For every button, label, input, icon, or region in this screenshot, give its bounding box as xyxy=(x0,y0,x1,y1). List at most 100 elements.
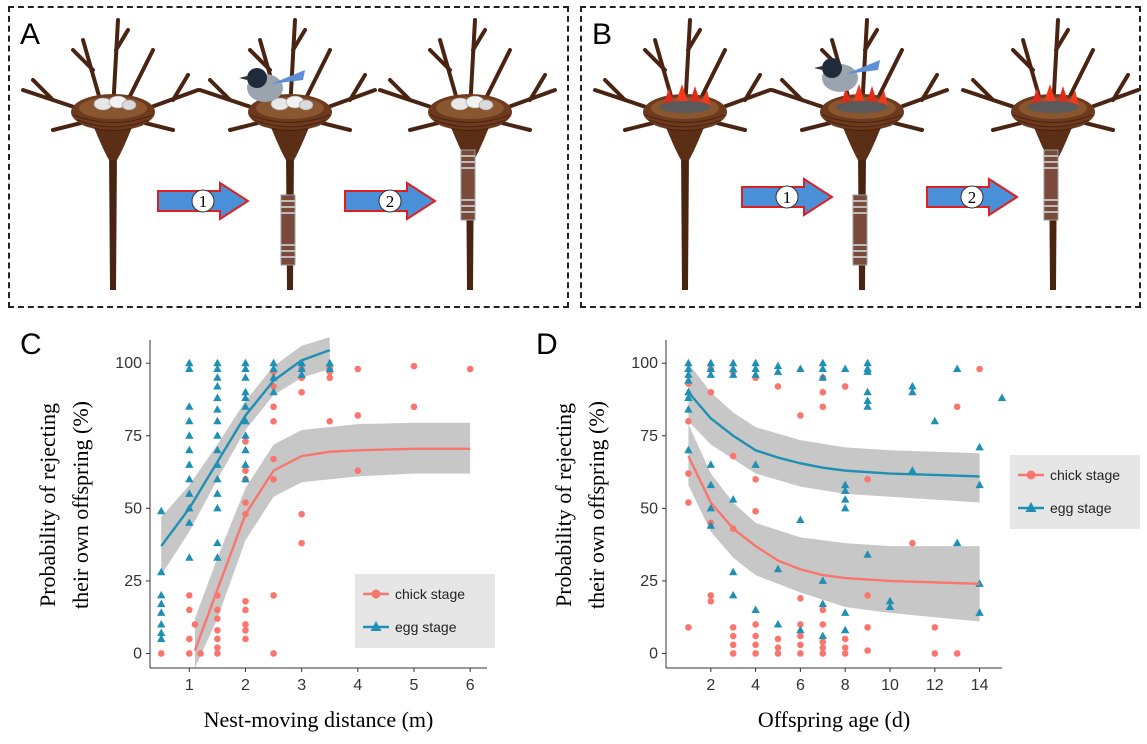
data-point xyxy=(797,412,804,419)
data-point xyxy=(270,650,277,657)
data-point xyxy=(214,650,221,657)
legend-marker xyxy=(370,621,382,631)
y-axis-label: Probability of rejecting xyxy=(551,403,576,607)
data-point xyxy=(213,538,222,547)
data-point xyxy=(818,358,827,367)
data-point xyxy=(157,590,166,599)
data-point xyxy=(298,510,305,518)
data-point xyxy=(953,364,962,373)
data-point xyxy=(818,576,827,584)
x-tick-label: 4 xyxy=(751,677,760,694)
step-2-label-b: 2 xyxy=(968,188,977,207)
data-point xyxy=(930,416,939,425)
data-point xyxy=(241,402,250,410)
data-point xyxy=(185,416,194,425)
data-point xyxy=(796,515,805,523)
data-point xyxy=(729,567,738,576)
data-point xyxy=(326,374,334,382)
data-point xyxy=(751,364,760,373)
data-point xyxy=(797,595,804,602)
data-point xyxy=(242,467,249,474)
data-point xyxy=(818,373,827,381)
data-point xyxy=(729,632,737,640)
data-point xyxy=(975,480,984,489)
data-point xyxy=(841,635,849,643)
data-point xyxy=(841,644,849,651)
data-point xyxy=(270,417,277,425)
legend-label: chick stage xyxy=(395,586,465,602)
data-point xyxy=(157,506,166,515)
data-point xyxy=(354,467,362,474)
data-point xyxy=(729,641,737,649)
y-tick-label: 75 xyxy=(640,428,658,445)
fit-line-chick-stage xyxy=(687,455,980,586)
data-point xyxy=(751,460,760,468)
data-point xyxy=(953,403,961,411)
data-point xyxy=(707,388,715,396)
data-point xyxy=(931,624,939,631)
y-tick-label: 25 xyxy=(640,573,658,590)
data-point xyxy=(863,550,872,558)
y-axis-label: their own offspring (%) xyxy=(68,401,93,609)
data-point xyxy=(864,476,871,483)
data-point xyxy=(213,364,222,373)
x-tick-label: 8 xyxy=(841,677,850,694)
data-point xyxy=(841,383,849,390)
data-point xyxy=(269,387,278,396)
data-point xyxy=(197,650,204,657)
data-point xyxy=(796,625,805,634)
data-point xyxy=(841,364,850,373)
data-point xyxy=(863,358,872,367)
data-point xyxy=(241,416,250,425)
data-point xyxy=(684,358,693,367)
x-tick-label: 6 xyxy=(466,677,475,694)
confidence-band-chick-stage xyxy=(688,424,980,622)
data-point xyxy=(466,365,474,373)
data-point xyxy=(976,365,983,373)
data-point xyxy=(270,455,277,463)
data-point xyxy=(819,621,827,628)
data-point xyxy=(185,445,194,454)
data-point xyxy=(819,650,827,657)
data-point xyxy=(752,507,759,515)
data-point xyxy=(706,364,715,373)
step-1-label-a: 1 xyxy=(199,192,208,211)
data-point xyxy=(213,373,222,381)
panel-a-letter: A xyxy=(20,18,41,51)
data-point xyxy=(841,650,849,657)
y-tick-label: 100 xyxy=(115,355,142,372)
fit-line-egg-stage xyxy=(687,391,980,478)
x-tick-label: 2 xyxy=(706,677,715,694)
data-point xyxy=(819,644,827,651)
data-point xyxy=(241,393,250,402)
data-point xyxy=(241,364,250,373)
data-point xyxy=(269,364,278,373)
data-point xyxy=(214,615,221,622)
data-point xyxy=(863,367,872,375)
data-point xyxy=(157,608,166,616)
data-point xyxy=(841,503,850,512)
data-point xyxy=(214,635,221,643)
data-point xyxy=(684,376,693,384)
data-point xyxy=(157,567,166,576)
data-point xyxy=(354,365,362,373)
data-point xyxy=(841,486,850,494)
data-point xyxy=(706,521,715,529)
data-point xyxy=(186,606,193,614)
data-point xyxy=(796,364,805,373)
data-point xyxy=(157,619,166,628)
data-point xyxy=(908,381,917,390)
data-point xyxy=(975,442,984,451)
data-point xyxy=(297,364,306,373)
data-point xyxy=(751,370,760,378)
data-point xyxy=(752,650,759,657)
panel-c-letter: C xyxy=(20,328,42,361)
data-point xyxy=(185,364,194,373)
data-point xyxy=(684,364,693,373)
data-point xyxy=(707,597,715,605)
data-point xyxy=(213,393,222,402)
data-point xyxy=(773,619,783,628)
data-point xyxy=(908,466,917,474)
